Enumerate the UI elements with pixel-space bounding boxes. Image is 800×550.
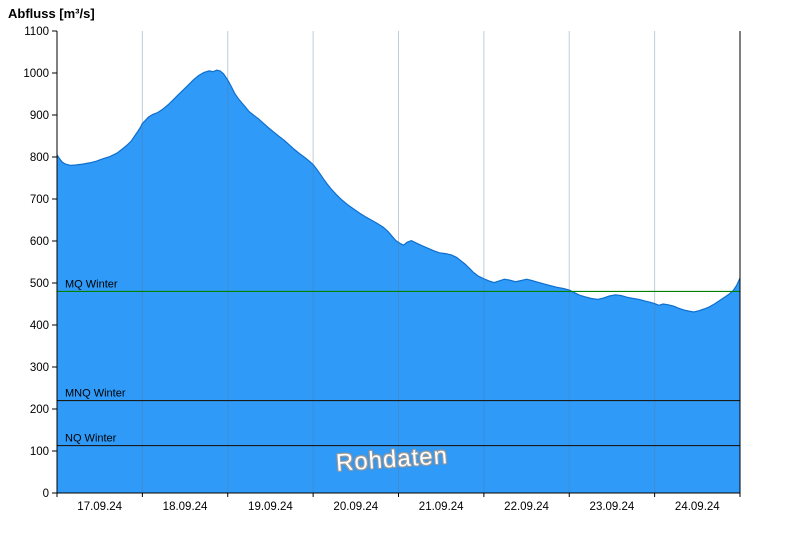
x-axis-label: 17.09.24 — [77, 501, 122, 513]
y-axis-label: 100 — [30, 446, 49, 458]
x-axis-label: 19.09.24 — [248, 501, 293, 513]
y-axis-label: 700 — [30, 194, 49, 206]
y-axis-label: 900 — [30, 110, 49, 122]
y-axis-label: 200 — [30, 404, 49, 416]
ref-line-label: MNQ Winter — [65, 388, 126, 400]
y-axis-label: 300 — [30, 362, 49, 374]
y-axis-label: 400 — [30, 320, 49, 332]
x-axis-label: 24.09.24 — [675, 501, 720, 513]
x-axis-label: 18.09.24 — [163, 501, 208, 513]
area-series-line — [56, 69, 741, 313]
y-axis-label: 800 — [30, 152, 49, 164]
y-axis-label: 500 — [30, 278, 49, 290]
y-axis-label: 1000 — [23, 68, 49, 80]
ref-line-label: MQ Winter — [65, 278, 118, 290]
chart-title: Abfluss [m³/s] — [8, 6, 95, 21]
x-axis-label: 22.09.24 — [504, 501, 549, 513]
y-axis-label: 0 — [43, 488, 49, 500]
x-axis-label: 21.09.24 — [419, 501, 464, 513]
x-axis-label: 20.09.24 — [333, 501, 378, 513]
y-axis-label: 1100 — [24, 26, 49, 38]
ref-line-label: NQ Winter — [65, 433, 117, 445]
x-axis-label: 23.09.24 — [590, 501, 635, 513]
y-axis-label: 600 — [30, 236, 49, 248]
area-series-fill — [57, 70, 740, 493]
